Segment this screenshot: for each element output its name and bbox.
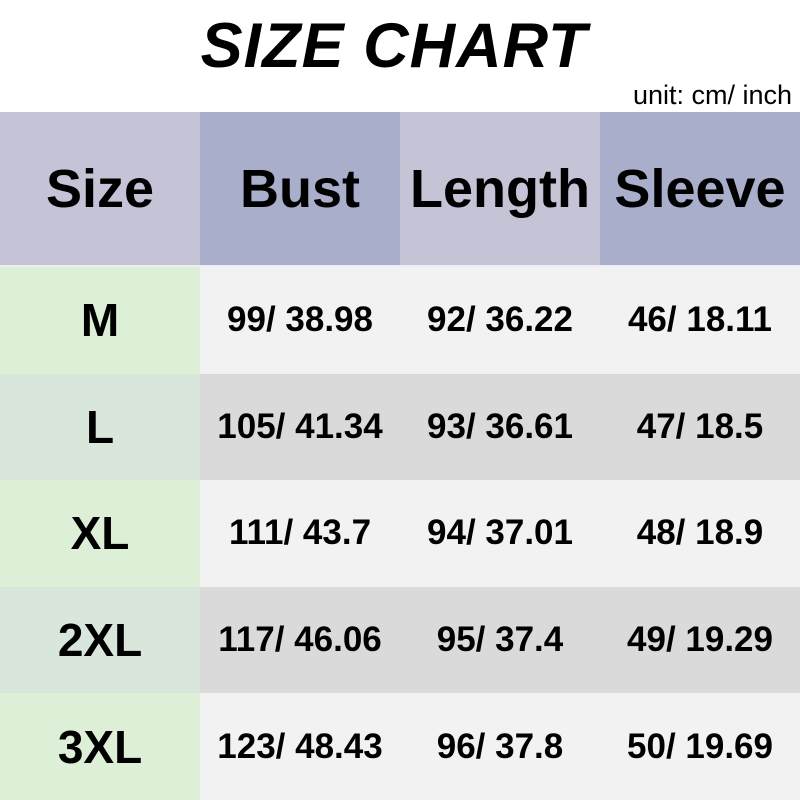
size-cell-xl: XL <box>0 480 200 587</box>
sleeve-cell-xl: 48/ 18.9 <box>600 480 800 587</box>
page-title: SIZE CHART <box>200 11 588 81</box>
length-cell-2xl: 95/ 37.4 <box>400 586 600 694</box>
column-header-length: Length <box>400 112 600 267</box>
length-cell-3xl: 96/ 37.8 <box>400 693 600 800</box>
bust-cell-m: 99/ 38.98 <box>200 267 400 374</box>
sleeve-cell-l: 47/ 18.5 <box>600 373 800 481</box>
sleeve-cell-m: 46/ 18.11 <box>600 267 800 374</box>
column-header-size: Size <box>0 112 200 267</box>
size-cell-2xl: 2XL <box>0 586 200 694</box>
bust-cell-3xl: 123/ 48.43 <box>200 693 400 800</box>
size-cell-3xl: 3XL <box>0 693 200 800</box>
sleeve-cell-3xl: 50/ 19.69 <box>600 693 800 800</box>
size-table: Size Bust Length Sleeve M 99/ 38.98 92/ … <box>0 112 800 800</box>
bust-cell-2xl: 117/ 46.06 <box>200 586 400 694</box>
column-header-sleeve: Sleeve <box>600 112 800 267</box>
bust-cell-xl: 111/ 43.7 <box>200 480 400 587</box>
sleeve-cell-2xl: 49/ 19.29 <box>600 586 800 694</box>
size-cell-m: M <box>0 267 200 374</box>
bust-cell-l: 105/ 41.34 <box>200 373 400 481</box>
length-cell-l: 93/ 36.61 <box>400 373 600 481</box>
column-header-bust: Bust <box>200 112 400 267</box>
length-cell-xl: 94/ 37.01 <box>400 480 600 587</box>
size-cell-l: L <box>0 373 200 481</box>
length-cell-m: 92/ 36.22 <box>400 267 600 374</box>
unit-label: unit: cm/ inch <box>632 80 792 110</box>
